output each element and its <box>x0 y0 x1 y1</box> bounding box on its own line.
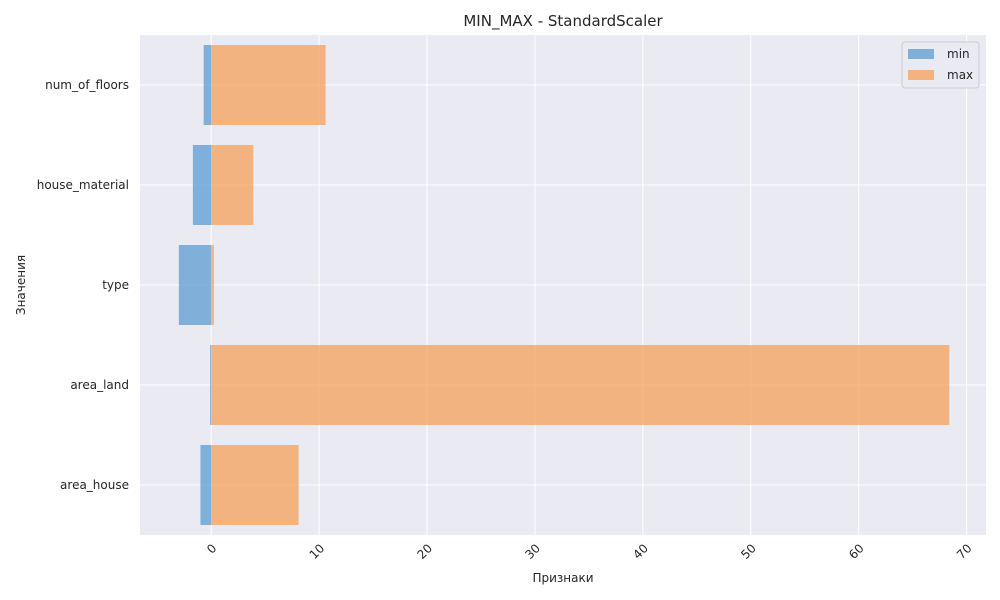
x-tick-label: 70 <box>954 541 975 562</box>
legend-label-min: min <box>947 47 970 61</box>
x-tick-label: 10 <box>307 541 328 562</box>
y-tick-labels: area_house area_land type house_material num… <box>37 78 129 492</box>
bars <box>178 45 950 525</box>
y-tick-label: area_land <box>70 378 129 392</box>
x-tick-label: 40 <box>630 541 651 562</box>
legend-swatch-max <box>908 70 934 80</box>
bar-min-num-of-floors <box>203 45 212 125</box>
x-tick-label: 50 <box>738 541 759 562</box>
legend-label-max: max <box>947 68 973 82</box>
x-axis-label: Признаки <box>532 571 593 585</box>
bar-max-area-land <box>211 345 950 425</box>
y-axis-label: Значения <box>14 255 28 315</box>
y-tick-label: num_of_floors <box>45 78 129 92</box>
x-tick-label: 60 <box>846 541 867 562</box>
x-tick-label: 0 <box>204 541 219 556</box>
bar-min-house-material <box>192 145 212 225</box>
chart-title: MIN_MAX - StandardScaler <box>463 12 663 31</box>
bar-max-num-of-floors <box>211 45 326 125</box>
y-tick-label: type <box>102 278 129 292</box>
y-tick-label: house_material <box>37 178 129 192</box>
bar-min-area-house <box>200 445 212 525</box>
legend-swatch-min <box>908 49 934 59</box>
y-tick-label: area_house <box>60 478 129 492</box>
x-tick-label: 20 <box>414 541 435 562</box>
legend: min max <box>901 41 980 89</box>
bar-min-area-land <box>210 345 212 425</box>
bar-max-house-material <box>211 145 254 225</box>
bar-max-type <box>211 245 214 325</box>
x-tick-labels: 0 10 20 30 40 50 60 70 <box>204 541 975 562</box>
bar-max-area-house <box>211 445 299 525</box>
x-tick-label: 30 <box>522 541 543 562</box>
bar-min-type <box>178 245 212 325</box>
